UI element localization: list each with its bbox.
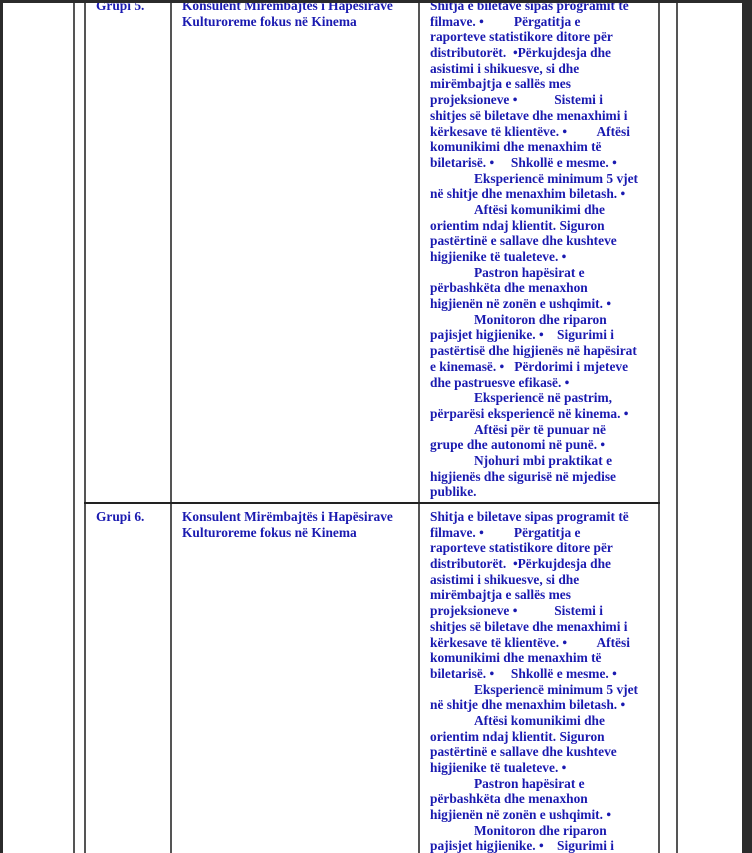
- requirements-line: kërkesave të klientëve. • Aftësi: [430, 123, 630, 139]
- requirements-line: përbashkëta dhe menaxhon: [430, 280, 588, 296]
- requirements-line: pajisjet higjienike. • Sigurimi i: [430, 838, 614, 853]
- pdf-page: Grupi 5. Konsulent Mirëmbajtës i Hapësira…: [3, 3, 742, 853]
- requirements-line: mirëmbajtja e sallës mes: [430, 76, 571, 92]
- requirements-line: në shitje dhe menaxhim biletash. •: [430, 186, 626, 202]
- requirements-line: filmave. • Përgatitja e: [430, 13, 581, 29]
- requirements-line: pastërtinë e sallave dhe kushteve: [430, 744, 617, 760]
- requirements-line: distributorët. •Përkujdesja dhe: [430, 45, 611, 61]
- requirements-line: Monitoron dhe riparon: [474, 311, 607, 327]
- requirements-line: komunikimi dhe menaxhim të: [430, 139, 602, 155]
- requirements-line: raporteve statistikore ditore për: [430, 29, 613, 45]
- requirements-line: pajisjet higjienike. • Sigurimi i: [430, 327, 614, 343]
- requirements-line: shitjes së biletave dhe menaxhimi i: [430, 107, 628, 123]
- requirements-line: kërkesave të klientëve. • Aftësi: [430, 634, 630, 650]
- column-divider: [418, 3, 420, 853]
- requirements-line: orientim ndaj klientit. Siguron: [430, 728, 605, 744]
- requirements-line: përbashkëta dhe menaxhon: [430, 791, 588, 807]
- requirements-line: raporteve statistikore ditore për: [430, 540, 613, 556]
- requirements-line: biletarisë. • Shkollë e mesme. •: [430, 154, 617, 170]
- requirements-line: biletarisë. • Shkollë e mesme. •: [430, 665, 617, 681]
- requirements-line: publike.: [430, 484, 477, 500]
- position-line: Kulturoreme fokus në Kinema: [182, 13, 357, 29]
- requirements-line: projeksioneve • Sistemi i: [430, 603, 603, 619]
- requirements-line: asistimi i shikuesve, si dhe: [430, 60, 580, 76]
- requirements-line: Eksperiencë minimum 5 vjet: [474, 681, 639, 697]
- requirements-line: higjienike të tualeteve. •: [430, 249, 567, 264]
- requirements-line: e kinemasë. • Përdorimi i mjeteve: [430, 358, 629, 374]
- requirements-line: higjienën në zonën e ushqimit. •: [430, 296, 612, 312]
- requirements-line: Eksperiencë minimum 5 vjet: [474, 170, 639, 186]
- requirements-line: grupe dhe autonomi në punë. •: [430, 437, 606, 453]
- table-outer-right-border: [676, 3, 678, 853]
- requirements-line: higjienën në zonën e ushqimit. •: [430, 807, 612, 823]
- requirements-line: distributorët. •Përkujdesja dhe: [430, 556, 611, 572]
- requirements-line: projeksioneve • Sistemi i: [430, 92, 603, 108]
- requirements-line: mirëmbajtja e sallës mes: [430, 587, 571, 603]
- requirements-line: asistimi i shikuesve, si dhe: [430, 571, 580, 587]
- position-cell: Konsulent Mirëmbajtës i Hapësirave Kultur…: [182, 509, 393, 540]
- requirements-line: Aftësi komunikimi dhe: [474, 201, 605, 217]
- requirements-line: Pastron hapësirat e: [474, 775, 585, 791]
- requirements-line: përparësi eksperiencë në kinema. •: [430, 405, 629, 421]
- requirements-line: higjienës dhe sigurisë në mjedise: [430, 468, 616, 484]
- group-cell: Grupi 5.: [96, 3, 145, 13]
- requirements-line: Shitja e biletave sipas programit të: [430, 509, 629, 524]
- requirements-line: dhe pastruesve efikasë. •: [430, 374, 570, 390]
- requirements-line: orientim ndaj klientit. Siguron: [430, 217, 605, 233]
- requirements-line: komunikimi dhe menaxhim të: [430, 650, 602, 666]
- requirements-cell: Shitja e biletave sipas programit të film…: [430, 509, 638, 853]
- requirements-line: Monitoron dhe riparon: [474, 822, 607, 838]
- requirements-line: pastërtinë e sallave dhe kushteve: [430, 233, 617, 249]
- table-left-border: [84, 3, 86, 853]
- requirements-line: shitjes së biletave dhe menaxhimi i: [430, 618, 628, 634]
- requirements-cell: Shitja e biletave sipas programit të film…: [430, 3, 638, 500]
- position-line: Kulturoreme fokus në Kinema: [182, 524, 357, 540]
- column-divider: [170, 3, 172, 853]
- requirements-line: Pastron hapësirat e: [474, 264, 585, 280]
- requirements-line: Eksperiencë në pastrim,: [474, 390, 612, 406]
- position-line: Konsulent Mirëmbajtës i Hapësirave: [182, 509, 393, 524]
- requirements-line: Shitja e biletave sipas programit të: [430, 3, 629, 13]
- table-outer-left-border: [73, 3, 75, 853]
- group-cell: Grupi 6.: [96, 509, 145, 524]
- requirements-line: në shitje dhe menaxhim biletash. •: [430, 697, 626, 713]
- requirements-line: Aftësi për të punuar në: [474, 421, 606, 437]
- requirements-line: filmave. • Përgatitja e: [430, 524, 581, 540]
- row-divider: [84, 502, 660, 504]
- requirements-line: Njohuri mbi praktikat e: [474, 452, 613, 468]
- requirements-line: Aftësi komunikimi dhe: [474, 712, 605, 728]
- position-line: Konsulent Mirëmbajtës i Hapësirave: [182, 3, 393, 13]
- requirements-line: higjienike të tualeteve. •: [430, 760, 567, 775]
- table-right-border: [658, 3, 660, 853]
- position-cell: Konsulent Mirëmbajtës i Hapësirave Kultur…: [182, 3, 393, 29]
- requirements-line: pastërtisë dhe higjienës në hapësirat: [430, 343, 637, 359]
